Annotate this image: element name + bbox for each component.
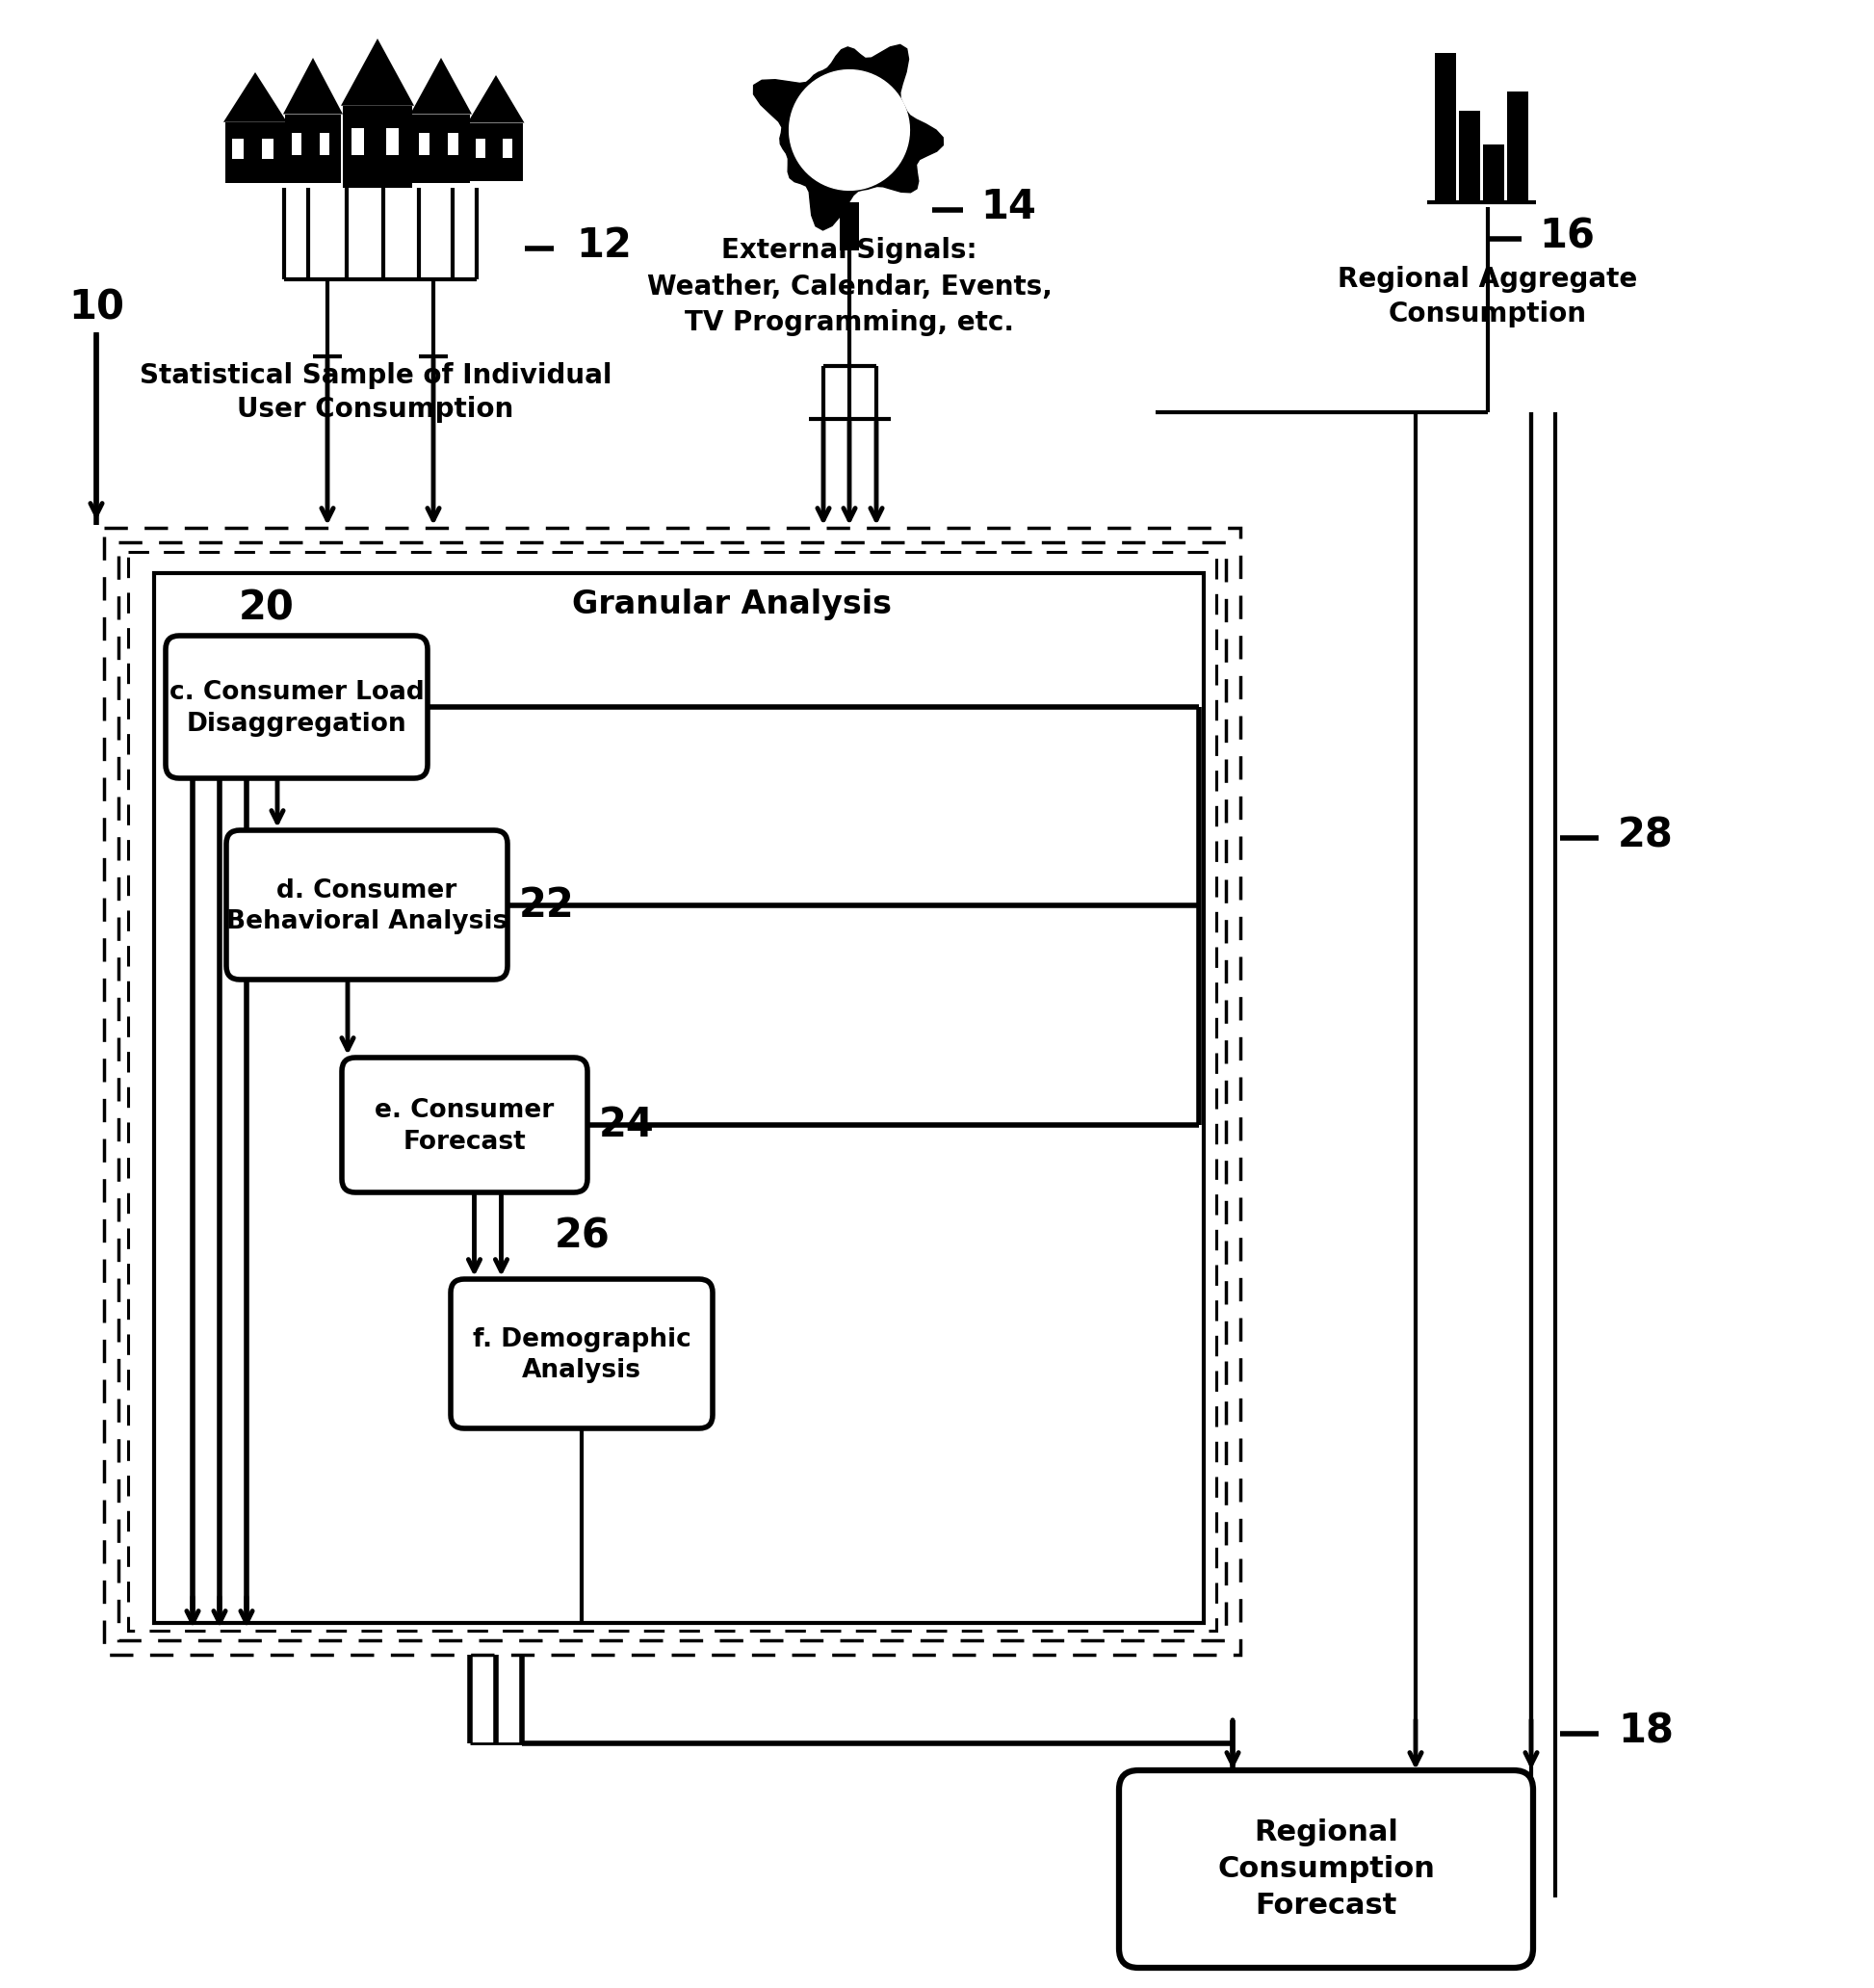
Polygon shape	[467, 76, 525, 123]
Polygon shape	[410, 58, 472, 113]
FancyBboxPatch shape	[1119, 1771, 1533, 1968]
Bar	[502, 139, 512, 157]
Text: User Consumption: User Consumption	[238, 396, 513, 423]
Text: e. Consumer: e. Consumer	[375, 1097, 555, 1123]
Text: Consumption: Consumption	[1389, 300, 1587, 328]
Text: Regional: Regional	[1254, 1819, 1398, 1847]
FancyBboxPatch shape	[341, 1058, 587, 1193]
Bar	[118, 543, 1226, 1640]
Bar	[225, 121, 285, 183]
Polygon shape	[753, 44, 943, 231]
FancyBboxPatch shape	[165, 636, 427, 777]
Bar	[840, 203, 858, 250]
Text: Statistical Sample of Individual: Statistical Sample of Individual	[139, 362, 611, 390]
Bar	[292, 133, 302, 155]
Bar	[127, 553, 1216, 1630]
Bar	[350, 127, 364, 155]
Text: 14: 14	[980, 187, 1036, 227]
Text: 10: 10	[67, 288, 124, 328]
Bar	[320, 133, 330, 155]
FancyBboxPatch shape	[227, 831, 508, 980]
Text: Disaggregation: Disaggregation	[187, 712, 407, 738]
Text: Behavioral Analysis: Behavioral Analysis	[227, 911, 508, 934]
Polygon shape	[283, 58, 343, 113]
Bar	[154, 573, 1203, 1622]
Bar	[262, 139, 274, 159]
Text: 22: 22	[519, 885, 575, 924]
Polygon shape	[341, 38, 414, 105]
Text: c. Consumer Load: c. Consumer Load	[169, 680, 424, 706]
Bar	[1507, 91, 1529, 203]
Text: Forecast: Forecast	[1256, 1893, 1396, 1920]
Text: 20: 20	[238, 588, 294, 628]
Text: 24: 24	[600, 1105, 654, 1145]
Text: 28: 28	[1617, 815, 1673, 855]
Bar	[1435, 54, 1456, 203]
Text: TV Programming, etc.: TV Programming, etc.	[684, 310, 1014, 336]
Bar	[448, 133, 459, 155]
Text: Consumption: Consumption	[1218, 1855, 1435, 1883]
Bar	[1482, 145, 1505, 203]
Text: External Signals:: External Signals:	[721, 237, 976, 264]
Bar	[232, 139, 244, 159]
Bar	[420, 133, 429, 155]
Polygon shape	[223, 72, 287, 121]
Text: Forecast: Forecast	[403, 1129, 527, 1155]
Text: 26: 26	[555, 1215, 609, 1256]
Text: 18: 18	[1617, 1710, 1673, 1751]
Bar	[412, 113, 470, 183]
Bar	[1460, 111, 1480, 203]
Text: f. Demographic: f. Demographic	[472, 1326, 692, 1352]
Text: 16: 16	[1539, 217, 1595, 256]
Bar	[476, 139, 485, 157]
FancyBboxPatch shape	[450, 1278, 712, 1429]
Bar	[103, 529, 1241, 1654]
Text: Granular Analysis: Granular Analysis	[572, 588, 892, 620]
Text: Regional Aggregate: Regional Aggregate	[1338, 266, 1638, 292]
Text: Analysis: Analysis	[523, 1358, 641, 1384]
Bar	[285, 113, 341, 183]
Bar	[386, 127, 399, 155]
Text: 12: 12	[575, 225, 632, 266]
Bar	[343, 105, 412, 187]
Bar	[470, 123, 523, 181]
Text: Weather, Calendar, Events,: Weather, Calendar, Events,	[647, 274, 1051, 300]
Text: d. Consumer: d. Consumer	[277, 879, 457, 903]
Polygon shape	[789, 70, 909, 191]
